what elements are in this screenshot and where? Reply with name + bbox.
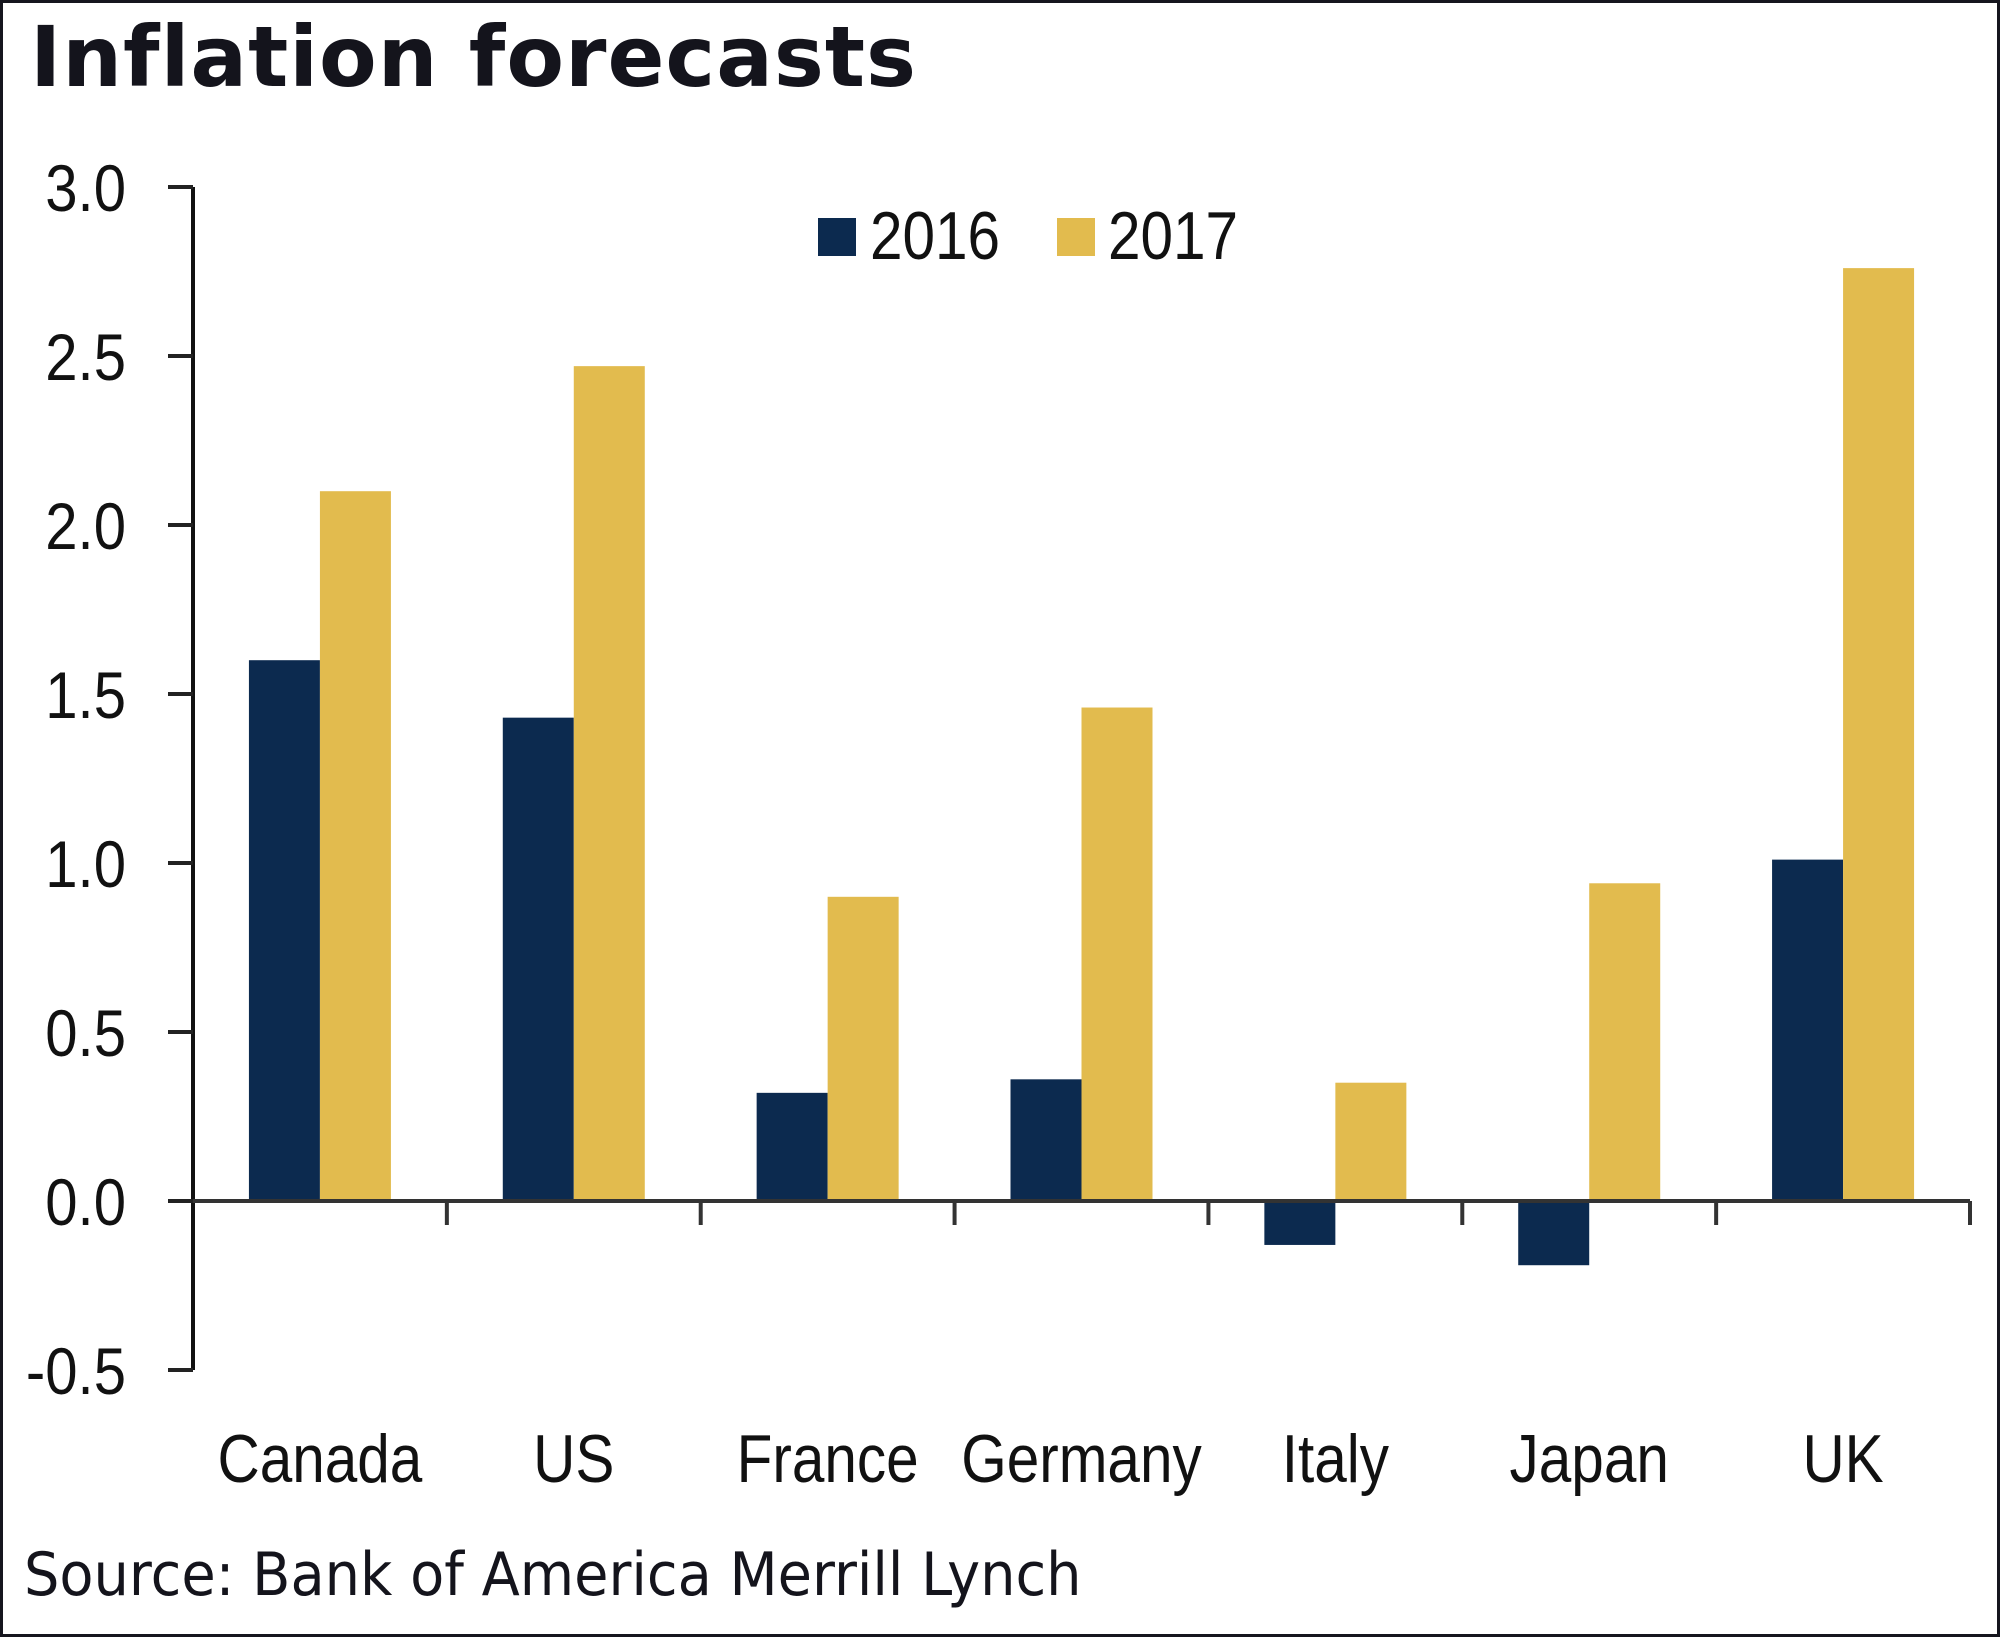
y-tick-label: 0.5: [45, 998, 126, 1071]
y-axis-ticks: -0.5 0.0 0.5 1.0 1.5 2.0 2.5 3.0: [26, 153, 193, 1409]
legend-swatch-2016: [818, 218, 856, 256]
y-tick-label: 2.5: [45, 322, 126, 395]
y-tick-label: 3.0: [45, 153, 126, 226]
legend-label-2016: 2016: [870, 199, 1000, 274]
bar-canada-2016: [248, 660, 320, 1201]
bar-japan-2017: [1589, 883, 1661, 1201]
category-label-italy: Italy: [1282, 1422, 1390, 1497]
legend-label-2017: 2017: [1108, 199, 1238, 274]
legend: 2016 2017: [818, 199, 1238, 274]
category-label-germany: Germany: [961, 1422, 1202, 1497]
bar-germany-2016: [1010, 1079, 1082, 1201]
y-tick-label: 0.0: [45, 1167, 126, 1240]
category-label-uk: UK: [1802, 1422, 1883, 1497]
bar-us-2017: [573, 366, 645, 1201]
y-tick-label: 1.5: [45, 660, 126, 733]
bar-italy-2016: [1264, 1201, 1336, 1245]
chart-title: Inflation forecasts: [30, 8, 918, 106]
bars-group: [248, 268, 1915, 1266]
category-label-us: US: [533, 1422, 614, 1497]
bar-germany-2017: [1081, 707, 1153, 1201]
legend-swatch-2017: [1057, 218, 1095, 256]
bar-uk-2017: [1843, 268, 1915, 1201]
x-axis-ticks: Canada US France Germany Italy Japan UK: [218, 1201, 1972, 1497]
bar-canada-2017: [319, 491, 391, 1201]
bar-uk-2016: [1772, 859, 1844, 1201]
bar-france-2016: [756, 1092, 828, 1201]
bar-italy-2017: [1335, 1082, 1407, 1201]
source-note: Source: Bank of America Merrill Lynch: [24, 1540, 1082, 1610]
category-label-france: France: [737, 1422, 919, 1497]
category-label-japan: Japan: [1510, 1422, 1669, 1497]
bar-japan-2016: [1518, 1201, 1590, 1266]
category-label-canada: Canada: [218, 1422, 423, 1497]
y-tick-label: 1.0: [45, 829, 126, 902]
bar-us-2016: [502, 717, 574, 1201]
bar-france-2017: [827, 896, 899, 1201]
axes-group: [191, 187, 1970, 1370]
y-tick-label: 2.0: [45, 491, 126, 564]
y-tick-label: -0.5: [26, 1336, 126, 1409]
